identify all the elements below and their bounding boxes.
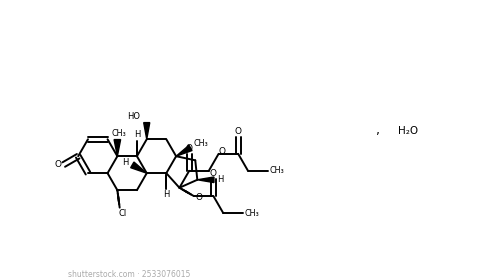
Text: H: H: [163, 190, 169, 199]
Polygon shape: [131, 162, 147, 173]
Text: CH₃: CH₃: [270, 166, 284, 175]
Text: CH₃: CH₃: [111, 129, 126, 137]
Text: O: O: [196, 193, 203, 202]
Text: ,: ,: [375, 124, 379, 137]
Polygon shape: [197, 177, 214, 183]
Text: O: O: [210, 169, 217, 178]
Text: CH₃: CH₃: [245, 209, 259, 218]
Text: H₂O: H₂O: [398, 125, 418, 136]
Text: O: O: [235, 127, 242, 136]
Text: O: O: [54, 160, 61, 169]
Text: CH₃: CH₃: [194, 139, 208, 148]
Text: H: H: [123, 158, 129, 167]
Text: HO: HO: [127, 112, 140, 121]
Polygon shape: [176, 145, 192, 156]
Polygon shape: [144, 123, 150, 139]
Text: Cl: Cl: [119, 209, 127, 218]
Text: H: H: [134, 130, 140, 139]
Text: O: O: [186, 144, 193, 153]
Text: H: H: [217, 175, 224, 184]
Text: O: O: [219, 147, 226, 156]
Polygon shape: [114, 139, 121, 156]
Text: shutterstock.com · 2533076015: shutterstock.com · 2533076015: [68, 270, 190, 279]
